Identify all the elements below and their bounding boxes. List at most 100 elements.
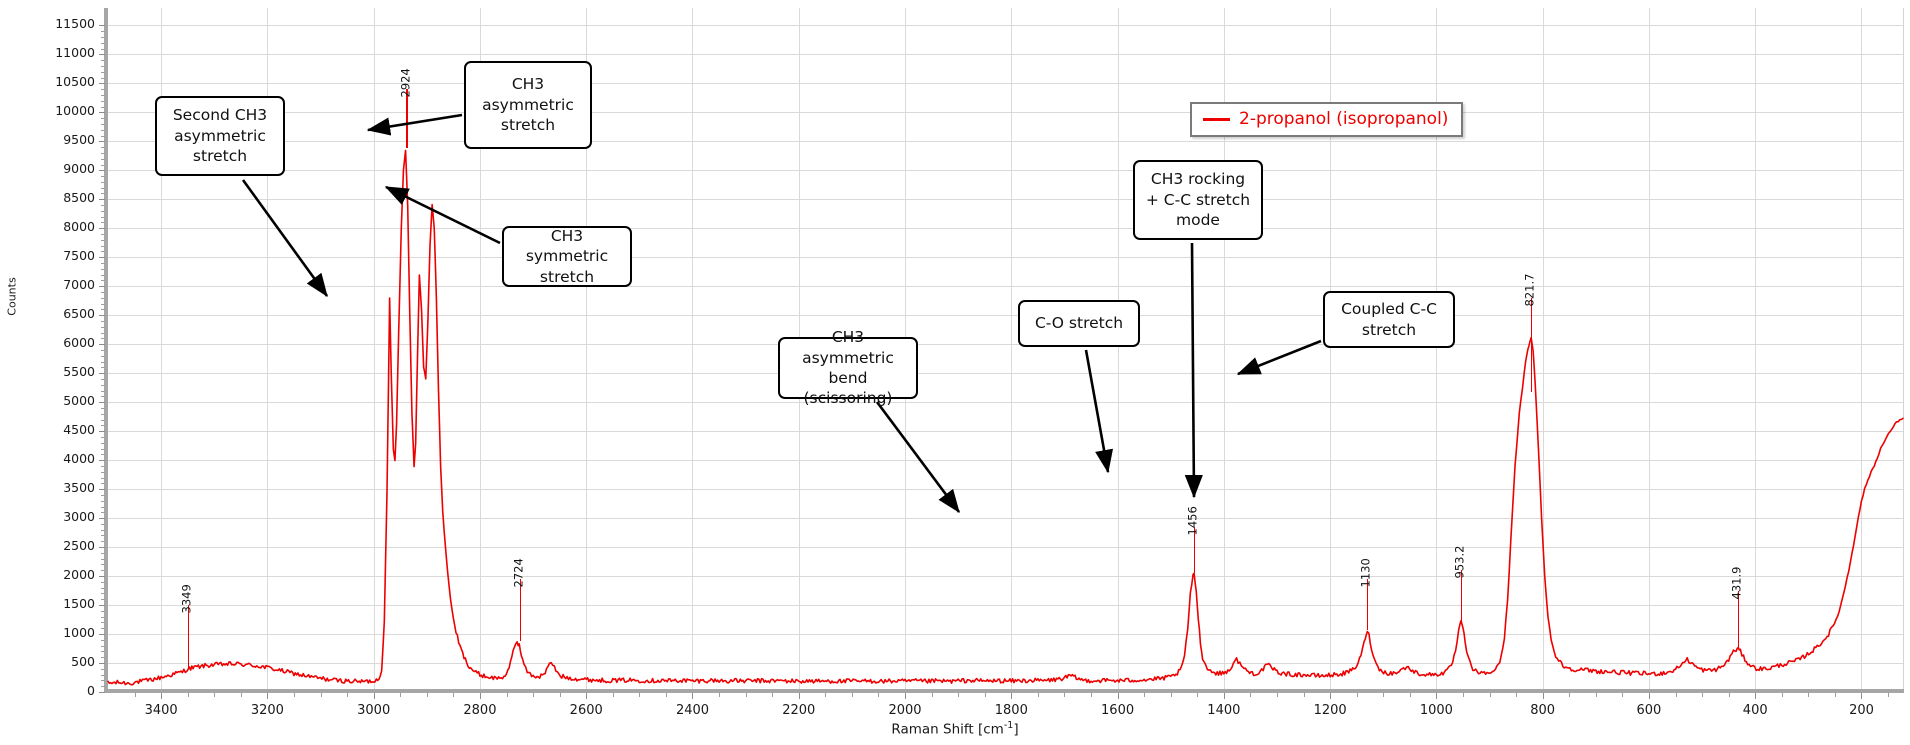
y-tick-label: 10000 <box>55 103 95 119</box>
y-tick-minor <box>101 216 105 218</box>
y-tick-minor <box>101 378 105 380</box>
y-tick-minor <box>101 60 105 62</box>
y-tick-label: 8500 <box>63 190 95 206</box>
annotation-second-ch3-asym-stretch[interactable]: Second CH3 asymmetric stretch <box>155 96 285 176</box>
gridline-vertical <box>1542 8 1544 692</box>
y-tick-label: 9000 <box>63 161 95 177</box>
y-tick-minor <box>101 106 105 108</box>
x-tick-minor <box>533 693 535 697</box>
x-tick-mark <box>1223 693 1225 699</box>
gridline-horizontal <box>108 605 1903 607</box>
x-tick-minor <box>1144 693 1146 697</box>
gridline-horizontal <box>108 83 1903 85</box>
y-tick-minor <box>101 680 105 682</box>
gridline-horizontal <box>108 315 1903 317</box>
legend[interactable]: 2-propanol (isopropanol) <box>1190 102 1464 137</box>
gridline-horizontal <box>108 518 1903 520</box>
y-tick-minor <box>101 581 105 583</box>
y-tick-minor <box>101 193 105 195</box>
peak-marker-stick <box>1460 570 1463 621</box>
y-tick-minor <box>101 158 105 160</box>
x-tick-label: 3000 <box>357 703 391 718</box>
annotation-coupled-cc-stretch[interactable]: Coupled C-C stretch <box>1323 291 1455 348</box>
y-tick-mark <box>99 663 105 665</box>
y-tick-minor <box>101 465 105 467</box>
y-tick-minor <box>101 152 105 154</box>
x-tick-mark <box>1330 693 1332 699</box>
x-tick-minor <box>214 693 216 697</box>
y-tick-minor <box>101 164 105 166</box>
y-tick-minor <box>101 552 105 554</box>
annotation-ch3-asym-bend[interactable]: CH3 asymmetric bend (scissoring) <box>778 328 918 407</box>
y-tick-label: 6000 <box>63 335 95 351</box>
y-tick-minor <box>101 442 105 444</box>
y-tick-label: 11000 <box>55 45 95 61</box>
y-tick-minor <box>101 639 105 641</box>
y-tick-minor <box>101 205 105 207</box>
y-tick-minor <box>101 367 105 369</box>
x-tick-minor <box>1170 693 1172 697</box>
y-tick-minor <box>101 425 105 427</box>
y-tick-label: 8000 <box>63 219 95 235</box>
peak-label: 953.2 <box>1452 545 1467 579</box>
x-tick-minor <box>134 693 136 697</box>
x-tick-mark <box>479 693 481 699</box>
y-tick-mark <box>99 199 105 201</box>
x-tick-label: 200 <box>1849 703 1874 718</box>
y-tick-minor <box>101 587 105 589</box>
y-tick-minor <box>101 645 105 647</box>
y-tick-label: 500 <box>71 654 95 670</box>
y-tick-minor <box>101 89 105 91</box>
y-tick-minor <box>101 570 105 572</box>
annotation-ch3-rocking-cc-stretch[interactable]: CH3 rocking + C-C stretch mode <box>1133 160 1263 240</box>
y-tick-mark <box>99 547 105 549</box>
peak-label: 2724 <box>511 558 526 588</box>
x-tick-minor <box>878 693 880 697</box>
x-tick-mark <box>798 693 800 699</box>
x-tick-mark <box>586 693 588 699</box>
annotation-co-stretch[interactable]: C-O stretch <box>1018 300 1140 347</box>
y-tick-minor <box>101 674 105 676</box>
annotation-ch3-asym-stretch[interactable]: CH3 asymmetric stretch <box>464 61 592 149</box>
y-tick-minor <box>101 448 105 450</box>
y-tick-minor <box>101 541 105 543</box>
y-tick-minor <box>101 483 105 485</box>
y-tick-minor <box>101 384 105 386</box>
y-tick-mark <box>99 576 105 578</box>
x-tick-minor <box>1303 693 1305 697</box>
gridline-vertical <box>1755 8 1757 692</box>
x-tick-minor <box>958 693 960 697</box>
x-tick-mark <box>1011 693 1013 699</box>
x-tick-mark <box>1117 693 1119 699</box>
gridline-horizontal <box>108 54 1903 56</box>
x-tick-minor <box>187 693 189 697</box>
y-tick-minor <box>101 210 105 212</box>
y-tick-minor <box>101 599 105 601</box>
peak-marker-stick <box>1366 578 1369 630</box>
x-tick-label: 1400 <box>1207 703 1241 718</box>
x-tick-minor <box>1702 693 1704 697</box>
y-tick-mark <box>99 315 105 317</box>
x-tick-minor <box>1356 693 1358 697</box>
y-tick-minor <box>101 558 105 560</box>
x-tick-mark <box>1542 693 1544 699</box>
y-tick-label: 0 <box>87 683 95 698</box>
y-tick-mark <box>99 634 105 636</box>
y-tick-minor <box>101 419 105 421</box>
y-tick-minor <box>101 135 105 137</box>
x-tick-minor <box>1808 693 1810 697</box>
x-tick-mark <box>1436 693 1438 699</box>
peak-label: 2924 <box>398 68 413 98</box>
y-tick-mark <box>99 257 105 259</box>
x-tick-minor <box>772 693 774 697</box>
x-tick-label: 3400 <box>144 703 178 718</box>
gridline-horizontal <box>108 112 1903 114</box>
y-tick-minor <box>101 628 105 630</box>
annotation-ch3-sym-stretch[interactable]: CH3 symmetric stretch <box>502 226 632 287</box>
y-tick-minor <box>101 396 105 398</box>
y-tick-mark <box>99 460 105 462</box>
y-tick-minor <box>101 176 105 178</box>
x-axis-title: Raman Shift [cm-1] <box>0 720 1910 738</box>
y-tick-minor <box>101 436 105 438</box>
y-tick-label: 1500 <box>63 596 95 612</box>
